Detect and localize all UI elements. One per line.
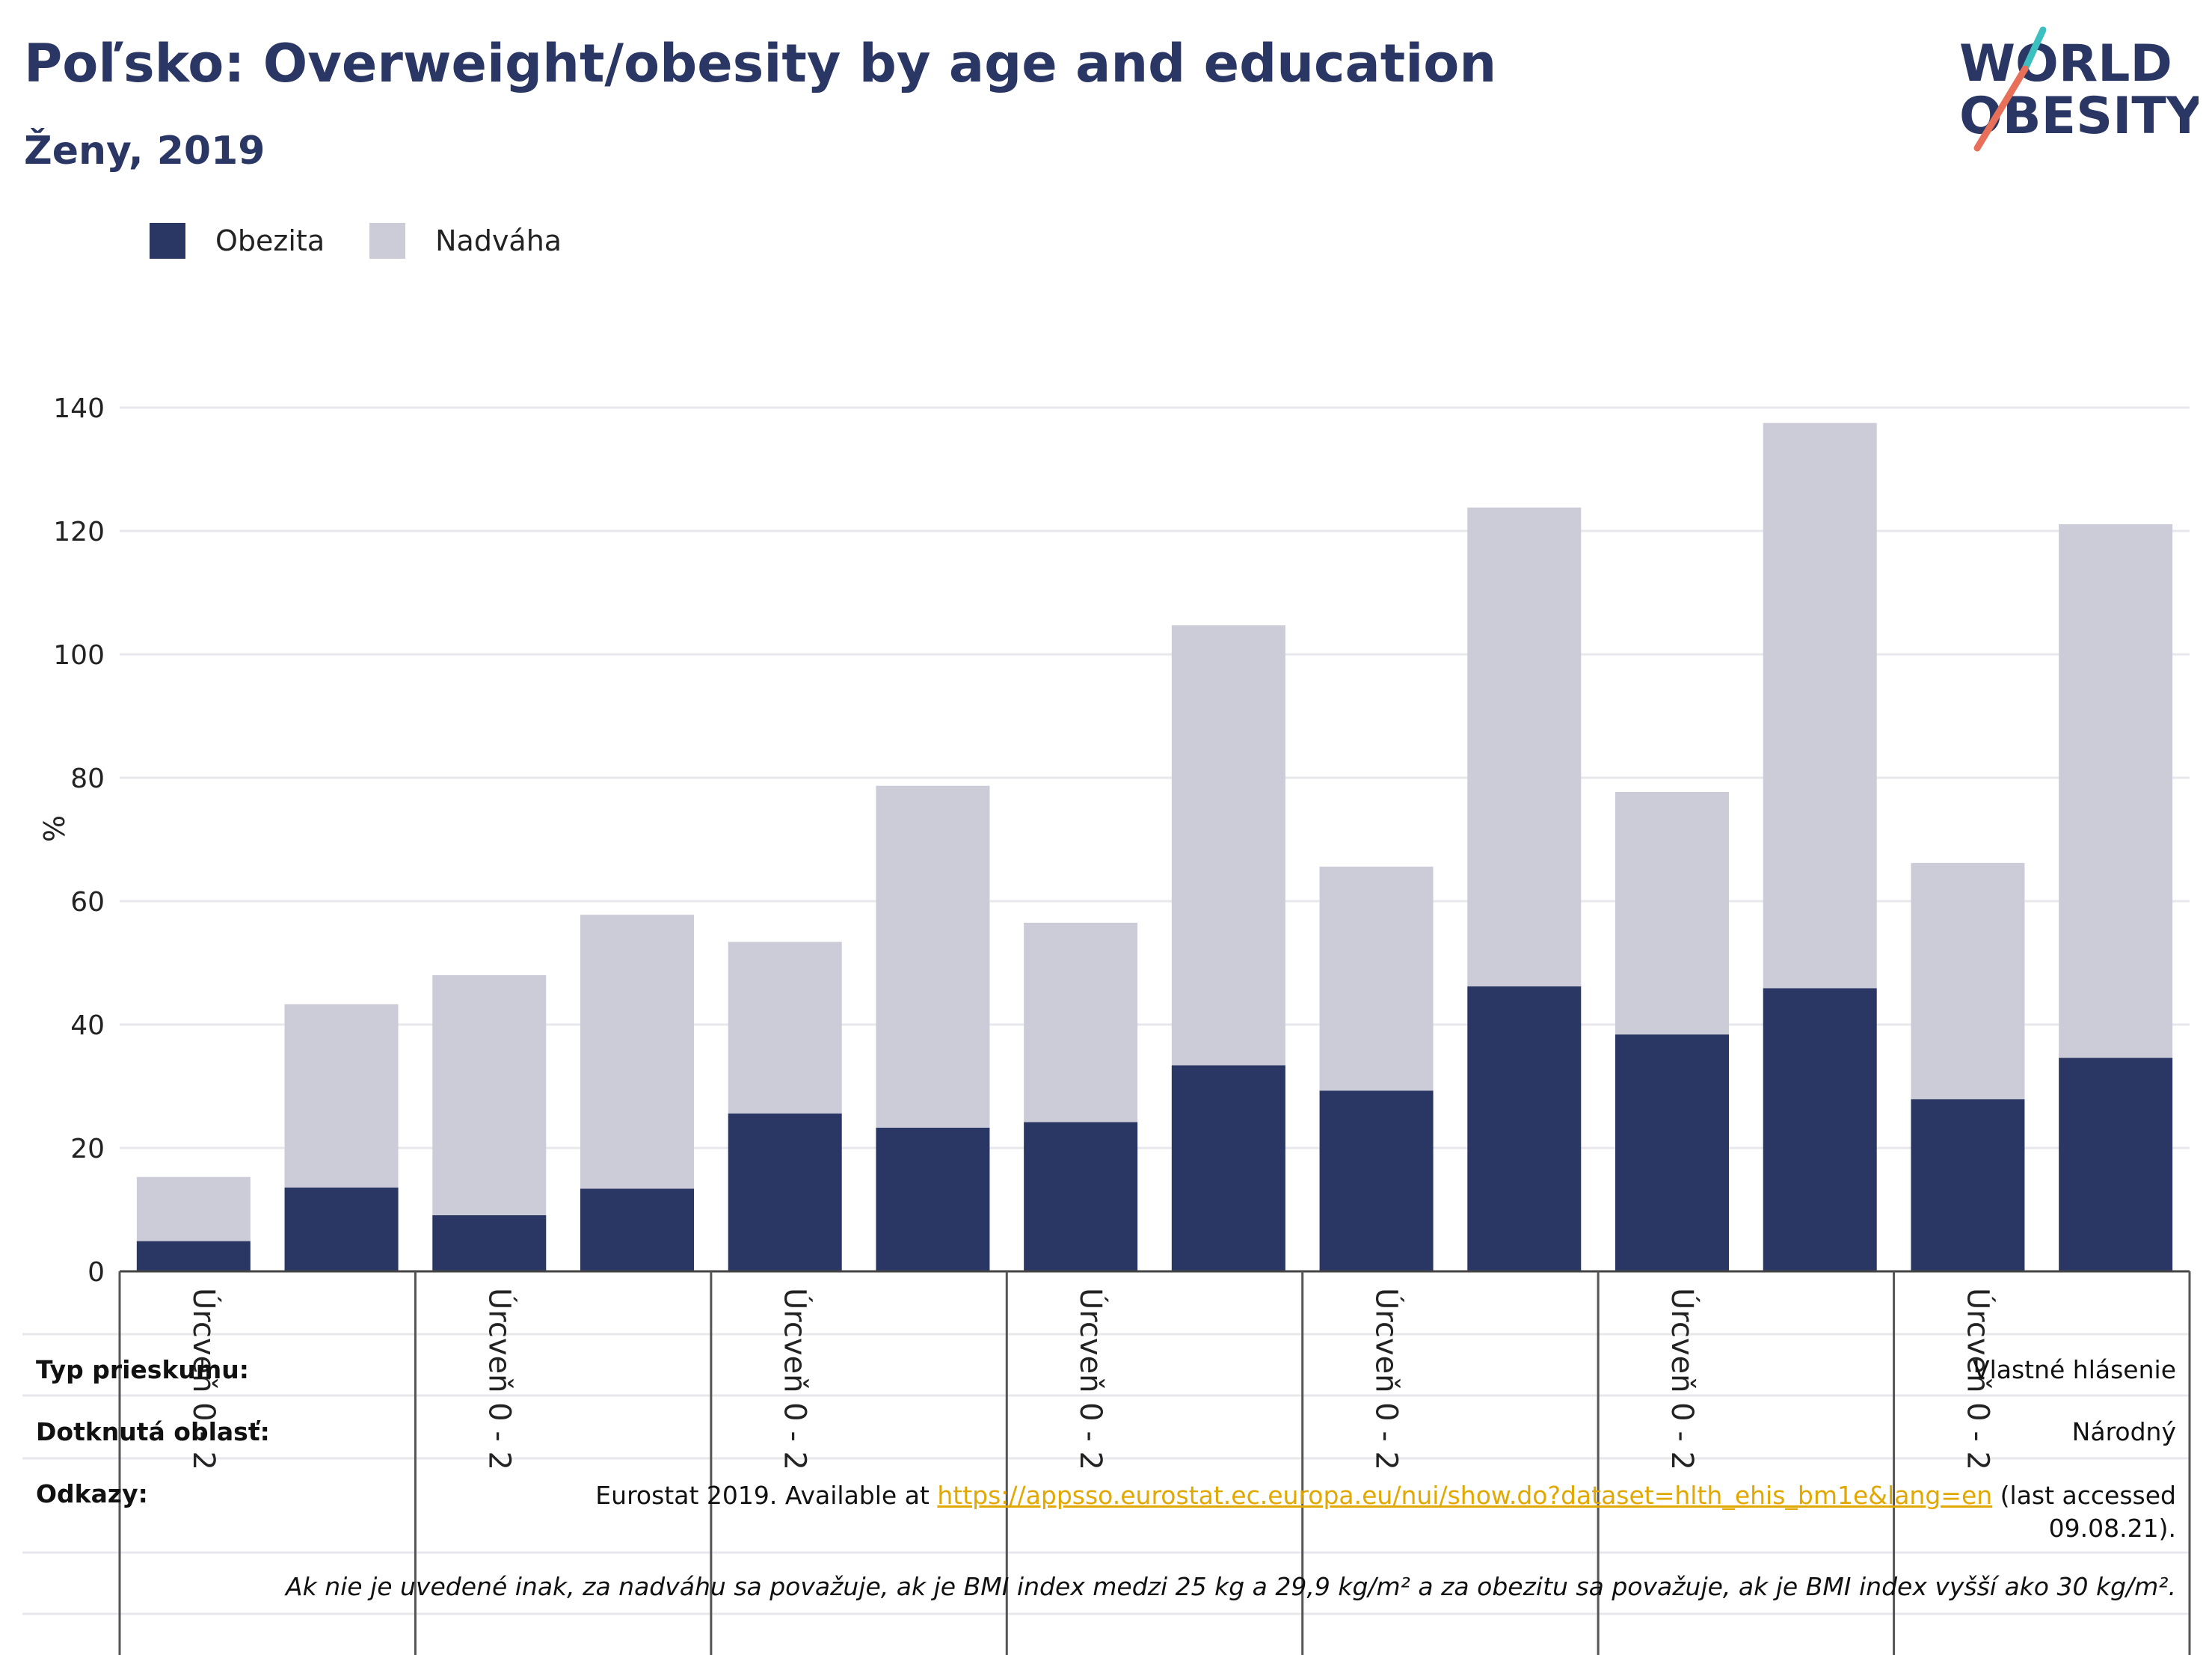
- bar-nadvaha: [1171, 625, 1285, 1066]
- bar-nadvaha: [1763, 423, 1877, 989]
- bar-obezita: [1911, 1099, 2025, 1271]
- bar-obezita: [1467, 986, 1582, 1271]
- bar-nadvaha: [284, 1004, 399, 1188]
- x-group-label: Úrcveň 0 - 2: [1665, 1288, 1701, 1470]
- y-tick-label: 140: [53, 393, 105, 424]
- legend-swatch-nadvaha: [369, 223, 406, 259]
- bar-obezita: [1615, 1034, 1729, 1271]
- bar-nadvaha: [1467, 507, 1582, 986]
- legend-swatch-obezita: [150, 223, 185, 259]
- y-tick-label: 0: [87, 1257, 105, 1288]
- bar-nadvaha: [432, 975, 547, 1215]
- world-obesity-logo: WORLD OBESITY: [1959, 26, 2199, 152]
- chart-subtitle: Ženy, 2019: [24, 129, 265, 174]
- bar-obezita: [2059, 1057, 2173, 1271]
- bar-nadvaha: [1911, 862, 2025, 1099]
- bar-nadvaha: [1024, 922, 1138, 1123]
- bar-obezita: [136, 1241, 251, 1271]
- bar-obezita: [1171, 1065, 1285, 1271]
- x-group-label: Úrcveň 0 - 2: [186, 1288, 222, 1470]
- bar-nadvaha: [2059, 523, 2173, 1058]
- legend-label-obezita: Obezita: [215, 224, 325, 257]
- bar-nadvaha: [728, 942, 842, 1114]
- bar-obezita: [728, 1113, 842, 1271]
- y-tick-label: 100: [53, 640, 105, 671]
- bar-obezita: [284, 1187, 399, 1271]
- bar-nadvaha: [876, 785, 990, 1128]
- bar-nadvaha: [1319, 866, 1434, 1091]
- x-group-label: Úrcveň 0 - 2: [1369, 1288, 1405, 1470]
- bar-nadvaha: [1615, 791, 1729, 1035]
- x-group-label: Úrcveň 0 - 2: [482, 1288, 517, 1470]
- bar-obezita: [1763, 988, 1877, 1271]
- legend-item-obezita[interactable]: Obezita: [150, 223, 325, 259]
- x-group-label: Úrcveň 0 - 2: [1960, 1288, 1996, 1470]
- x-group-label: Úrcveň 0 - 2: [778, 1288, 814, 1470]
- y-tick-label: 120: [53, 517, 105, 547]
- bar-nadvaha: [580, 915, 694, 1189]
- legend-label-nadvaha: Nadváha: [435, 224, 562, 257]
- references-link[interactable]: https://appsso.eurostat.ec.europa.eu/nui…: [937, 1481, 1993, 1510]
- logo-slash-teal: [2021, 26, 2047, 73]
- logo-word-world: WORLD: [1959, 34, 2172, 93]
- bar-obezita: [580, 1188, 694, 1271]
- x-group-label: Úrcveň 0 - 2: [1073, 1288, 1109, 1470]
- y-tick-label: 80: [70, 764, 105, 794]
- chart-legend: Obezita Nadváha: [150, 223, 606, 259]
- y-tick-label: 40: [70, 1010, 105, 1041]
- y-tick-label: 20: [70, 1134, 105, 1164]
- bar-obezita: [1319, 1090, 1434, 1271]
- bar-obezita: [1024, 1122, 1138, 1271]
- y-tick-label: 60: [70, 887, 105, 918]
- chart-title: Poľsko: Overweight/obesity by age and ed…: [24, 33, 1497, 94]
- bar-obezita: [876, 1127, 990, 1271]
- bar-obezita: [432, 1215, 547, 1271]
- y-axis-label: %: [37, 815, 70, 842]
- legend-item-nadvaha[interactable]: Nadváha: [369, 223, 562, 259]
- logo-slash-coral: [1973, 65, 2029, 152]
- bar-nadvaha: [136, 1176, 251, 1241]
